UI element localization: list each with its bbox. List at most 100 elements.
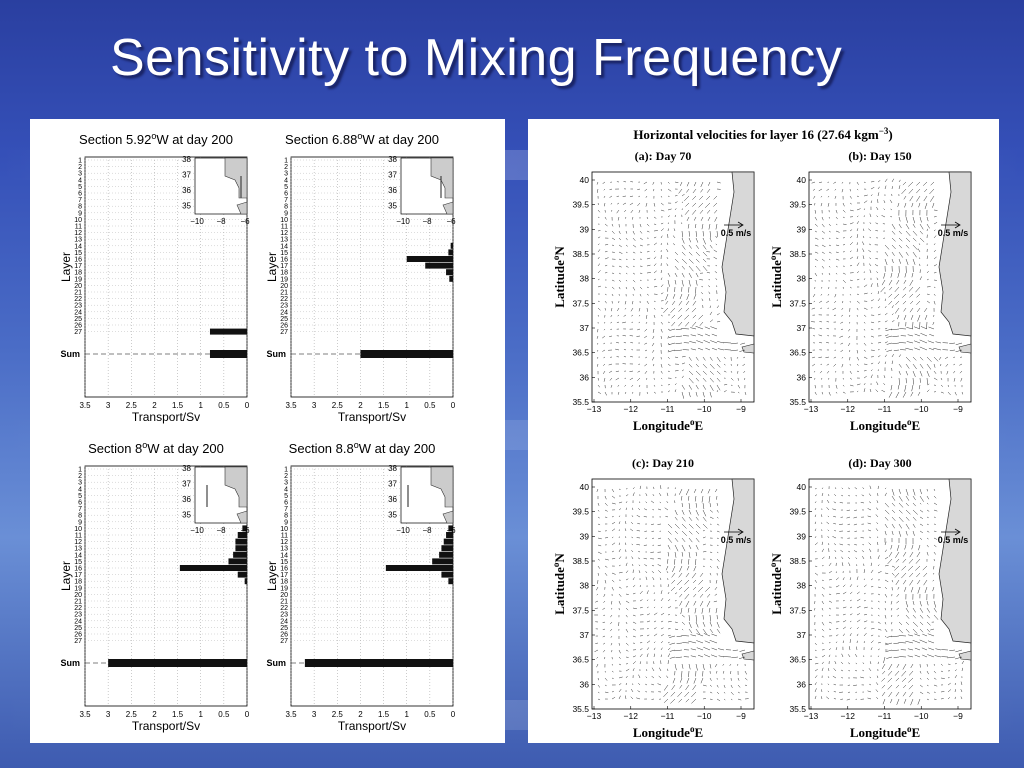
velocity-arrow <box>739 649 746 652</box>
velocity-arrow <box>884 320 888 323</box>
velocity-arrow <box>679 684 683 689</box>
velocity-arrow <box>597 363 599 367</box>
velocity-arrow <box>676 635 683 637</box>
velocity-arrow <box>907 634 914 637</box>
velocity-arrow <box>933 502 938 505</box>
velocity-arrow <box>674 537 679 542</box>
inset-land-iberia <box>430 157 454 199</box>
velocity-arrow <box>681 628 684 631</box>
velocity-arrow <box>821 230 826 234</box>
velocity-arrow <box>870 374 873 379</box>
velocity-arrow <box>860 501 865 504</box>
velocity-arrow <box>913 340 921 344</box>
velocity-arrow <box>926 502 929 505</box>
velocity-arrow <box>681 375 684 379</box>
velocity-arrow <box>869 213 872 218</box>
velocity-arrow <box>919 216 922 223</box>
velocity-arrow <box>715 223 718 230</box>
velocity-arrow <box>826 370 830 374</box>
velocity-arrow <box>618 230 621 234</box>
velocity-arrow <box>711 333 718 337</box>
velocity-arrow <box>908 670 914 676</box>
velocity-arrow <box>898 237 903 242</box>
velocity-arrow <box>617 314 620 317</box>
velocity-arrow <box>905 244 910 249</box>
layer-tick-label: 2 <box>78 473 82 480</box>
velocity-arrow <box>901 670 907 677</box>
velocity-arrow <box>632 279 636 283</box>
velocity-arrow <box>929 188 935 195</box>
layer-tick-label: 16 <box>280 257 288 264</box>
y-axis-label-sup: o <box>551 255 561 260</box>
velocity-arrow <box>833 356 837 359</box>
velocity-arrow <box>709 377 714 383</box>
velocity-arrow <box>715 579 718 584</box>
velocity-arrow <box>819 321 823 323</box>
velocity-arrow <box>869 257 872 260</box>
velocity-arrow <box>933 551 936 555</box>
velocity-arrow <box>603 363 606 366</box>
velocity-arrow <box>891 635 900 638</box>
velocity-arrow <box>596 188 599 193</box>
velocity-arrow <box>688 272 692 279</box>
velocity-arrow <box>890 208 893 211</box>
velocity-arrow <box>646 613 650 616</box>
velocity-arrow <box>716 181 721 184</box>
velocity-arrow <box>611 677 614 679</box>
velocity-arrow <box>842 591 847 595</box>
velocity-arrow <box>891 251 895 256</box>
velocity-arrow <box>632 492 635 497</box>
velocity-arrow <box>905 530 908 536</box>
velocity-arrow <box>667 544 671 550</box>
velocity-arrow <box>959 363 963 366</box>
velocity-arrow <box>877 349 880 351</box>
velocity-arrow <box>713 202 718 207</box>
layer-tick-label: 3 <box>284 171 288 178</box>
velocity-arrow <box>696 640 704 644</box>
velocity-arrow <box>618 265 622 268</box>
velocity-arrow <box>905 370 908 376</box>
velocity-arrow <box>893 293 900 299</box>
y-tick-label: 36 <box>580 679 590 689</box>
velocity-arrow <box>875 389 879 393</box>
velocity-arrow <box>639 272 643 274</box>
velocity-arrow <box>905 488 909 496</box>
velocity-figure-panel: Horizontal velocities for layer 16 (27.6… <box>528 119 999 743</box>
transport-figure-panel: Section 5.92oW at day 200 3.5 3 2.5 2 1.5 1 0.5… <box>30 119 505 743</box>
velocity-arrow <box>814 572 819 576</box>
velocity-arrow <box>688 370 694 376</box>
velocity-arrow <box>832 536 837 539</box>
inset-y-tick: 36 <box>182 186 191 195</box>
velocity-arrow <box>814 391 817 395</box>
velocity-arrow <box>706 188 711 193</box>
velocity-arrow <box>698 314 704 320</box>
velocity-arrow <box>856 598 861 602</box>
velocity-arrow <box>919 614 924 619</box>
velocity-arrow <box>877 192 880 197</box>
layer-tick-label: 16 <box>74 257 82 264</box>
velocity-arrow <box>820 202 823 207</box>
velocity-arrow <box>919 276 922 281</box>
velocity-arrow <box>898 509 903 514</box>
velocity-arrow <box>888 551 893 557</box>
velocity-arrow <box>597 544 602 547</box>
velocity-arrow <box>890 272 893 278</box>
velocity-arrow <box>676 642 683 644</box>
velocity-arrow <box>709 237 712 242</box>
velocity-arrow <box>947 677 950 679</box>
velocity-arrow <box>667 279 670 287</box>
velocity-arrow <box>660 627 664 630</box>
layer-tick-label: 21 <box>280 599 288 606</box>
velocity-arrow <box>681 244 686 250</box>
velocity-arrow <box>869 676 872 679</box>
velocity-arrow <box>895 558 900 563</box>
velocity-arrow <box>849 627 852 630</box>
velocity-arrow <box>832 307 837 311</box>
velocity-arrow <box>695 286 697 294</box>
chart-title-sup: o <box>354 440 359 450</box>
velocity-arrow <box>869 683 872 686</box>
velocity-arrow <box>709 516 714 519</box>
velocity-arrow <box>856 188 859 191</box>
velocity-arrow <box>644 342 648 345</box>
